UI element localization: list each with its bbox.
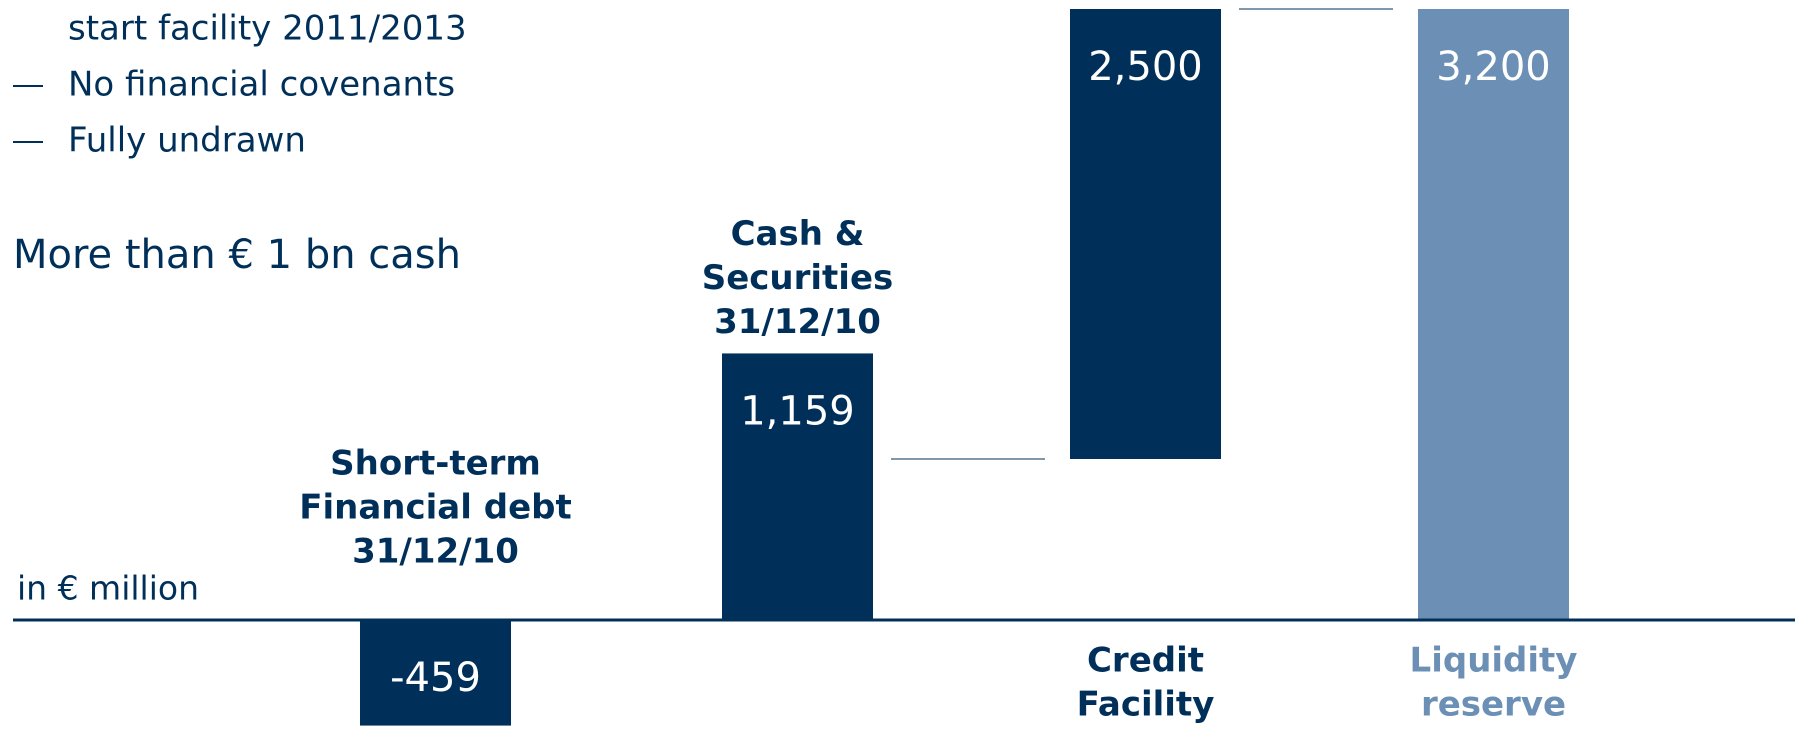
note: start facility 2011/2013 — [68, 9, 467, 49]
category-label: 31/12/10 — [714, 302, 881, 342]
value-label: 1,159 — [740, 388, 855, 434]
unit-label: in € million — [17, 569, 199, 608]
category-label: Liquidity — [1410, 641, 1578, 681]
plot — [360, 9, 1569, 726]
heading: More than € 1 bn cash — [13, 232, 461, 278]
note: Fully undrawn — [68, 121, 306, 161]
value-label: 3,200 — [1436, 44, 1551, 90]
category-label: Short-term — [330, 444, 541, 484]
category-label: Credit — [1087, 641, 1204, 681]
category-label: reserve — [1421, 685, 1566, 725]
value-label: 2,500 — [1088, 44, 1203, 90]
bar — [360, 620, 511, 726]
bar — [1070, 9, 1221, 459]
category-label: Facility — [1077, 685, 1215, 725]
bar — [1418, 9, 1569, 620]
bar — [722, 353, 873, 620]
notes: start facility 2011/2013 No financial co… — [13, 9, 467, 161]
value-label: -459 — [390, 655, 481, 701]
note: No financial covenants — [68, 65, 455, 105]
category-label: Cash & — [731, 214, 865, 254]
category-label: Financial debt — [299, 488, 571, 528]
category-label: 31/12/10 — [352, 532, 519, 572]
category-label: Securities — [702, 258, 894, 298]
